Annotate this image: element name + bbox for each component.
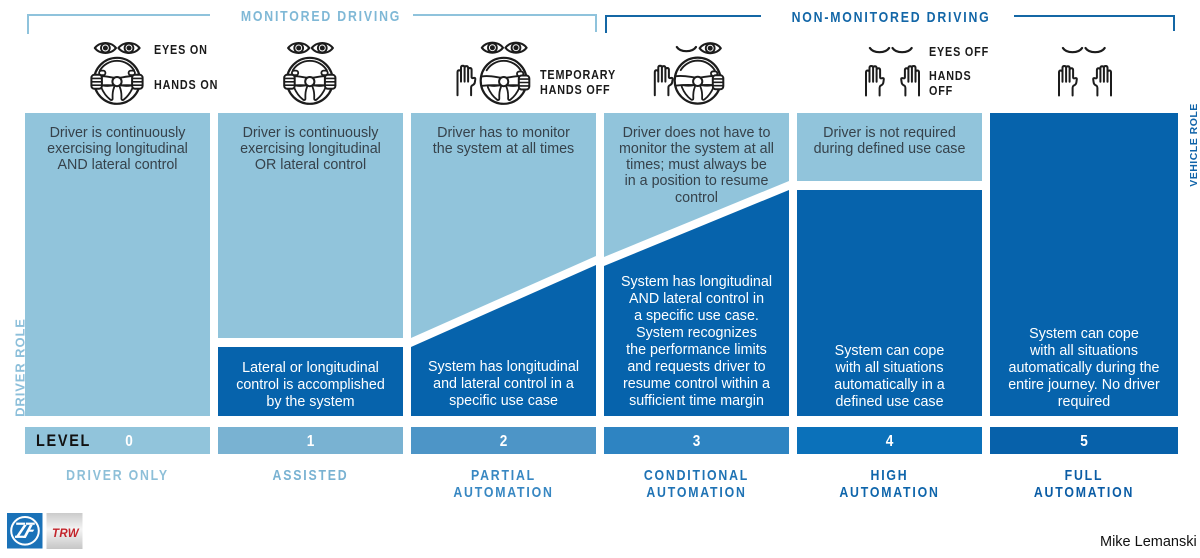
svg-text:TRW: TRW bbox=[52, 528, 80, 540]
